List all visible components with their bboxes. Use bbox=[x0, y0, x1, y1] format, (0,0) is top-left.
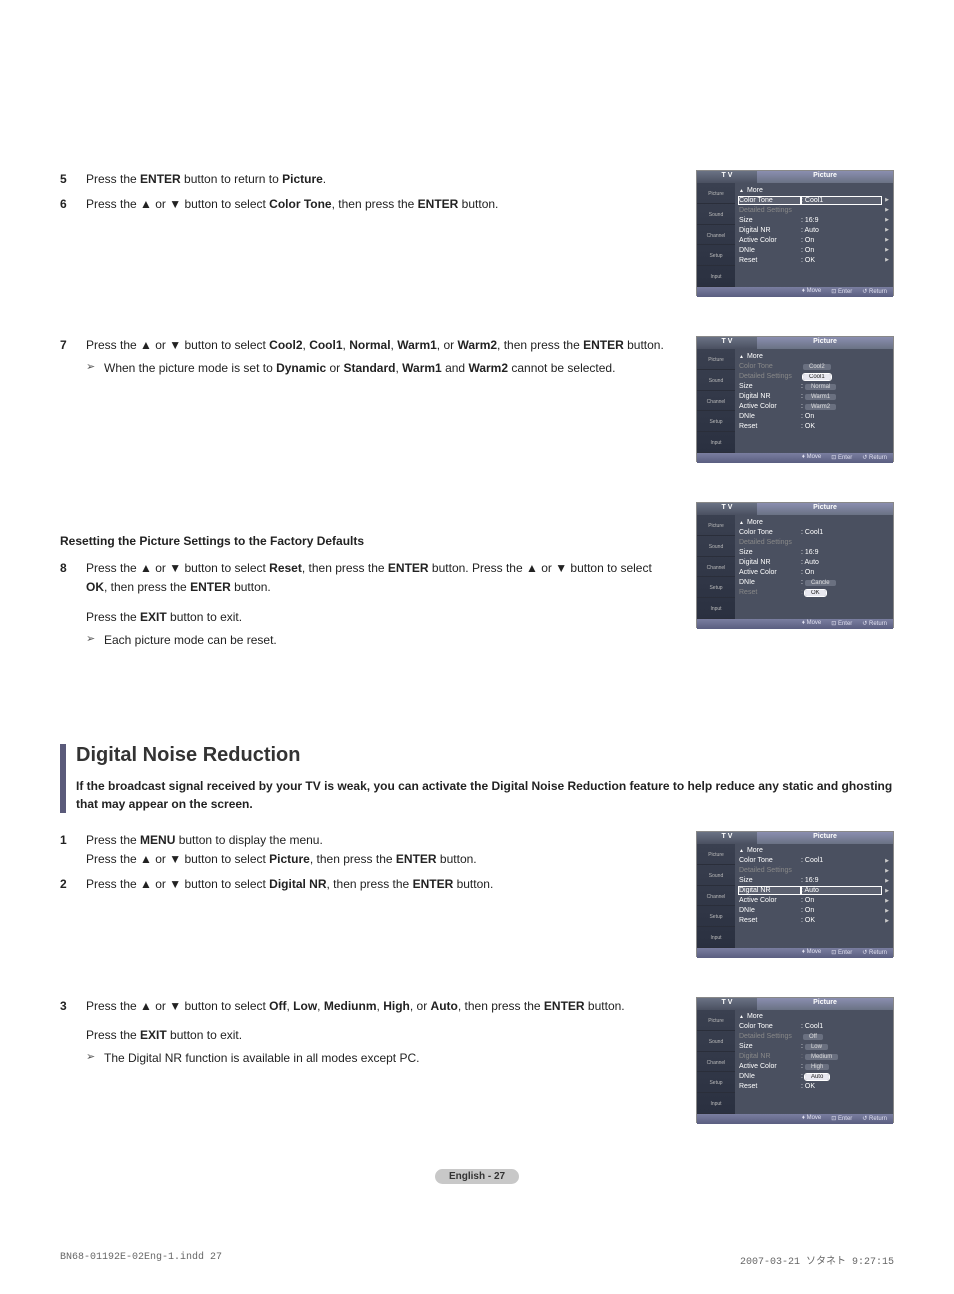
tv-menu-5: T VPicture PictureSoundChannelSetupInput… bbox=[696, 997, 894, 1123]
tv-menu-2: T VPicture PictureSoundChannelSetupInput… bbox=[696, 336, 894, 462]
dnr-steps-1-2: 1 Press the MENU button to display the me… bbox=[60, 831, 676, 967]
doc-date: 2007-03-21 ソタネト 9:27:15 bbox=[740, 1252, 894, 1268]
doc-ref: BN68-01192E-02Eng-1.indd 27 bbox=[60, 1252, 222, 1268]
step-num: 2 bbox=[60, 875, 74, 894]
steps-5-6: 5 Press the ENTER button to return to Pic… bbox=[60, 170, 676, 306]
step-body: Press the MENU button to display the men… bbox=[86, 831, 676, 869]
dnr-title: Digital Noise Reduction bbox=[76, 744, 894, 767]
step-body: Press the ▲ or ▼ button to select Reset,… bbox=[86, 559, 676, 650]
doc-footer: BN68-01192E-02Eng-1.indd 27 2007-03-21 ソ… bbox=[60, 1252, 894, 1268]
step-body: Press the ▲ or ▼ button to select Digita… bbox=[86, 875, 676, 894]
step-num: 1 bbox=[60, 831, 74, 869]
step-body: Press the ▲ or ▼ button to select Off, L… bbox=[86, 997, 676, 1069]
step-body: Press the ▲ or ▼ button to select Cool2,… bbox=[86, 336, 676, 378]
step-note: The Digital NR function is available in … bbox=[104, 1049, 676, 1068]
step-body: Press the ENTER button to return to Pict… bbox=[86, 170, 676, 189]
step-body: Press the ▲ or ▼ button to select Color … bbox=[86, 195, 676, 214]
tv-menu-3: T VPicture PictureSoundChannelSetupInput… bbox=[696, 502, 894, 628]
dnr-section: Digital Noise Reduction If the broadcast… bbox=[60, 744, 894, 813]
step-num: 6 bbox=[60, 195, 74, 214]
step-note: Each picture mode can be reset. bbox=[104, 631, 676, 650]
step-num: 5 bbox=[60, 170, 74, 189]
tv-menu-1: T VPicture PictureSoundChannelSetupInput… bbox=[696, 170, 894, 296]
dnr-desc: If the broadcast signal received by your… bbox=[76, 777, 894, 813]
reset-heading: Resetting the Picture Settings to the Fa… bbox=[60, 532, 676, 551]
step-num: 7 bbox=[60, 336, 74, 378]
page-footer: English - 27 bbox=[0, 1166, 954, 1184]
step-num: 8 bbox=[60, 559, 74, 650]
dnr-step-3: 3 Press the ▲ or ▼ button to select Off,… bbox=[60, 997, 676, 1133]
step-num: 3 bbox=[60, 997, 74, 1069]
page-number: English - 27 bbox=[435, 1169, 519, 1184]
step-7: 7 Press the ▲ or ▼ button to select Cool… bbox=[60, 336, 676, 472]
tv-menu-4: T VPicture PictureSoundChannelSetupInput… bbox=[696, 831, 894, 957]
step-note: When the picture mode is set to Dynamic … bbox=[104, 359, 676, 378]
